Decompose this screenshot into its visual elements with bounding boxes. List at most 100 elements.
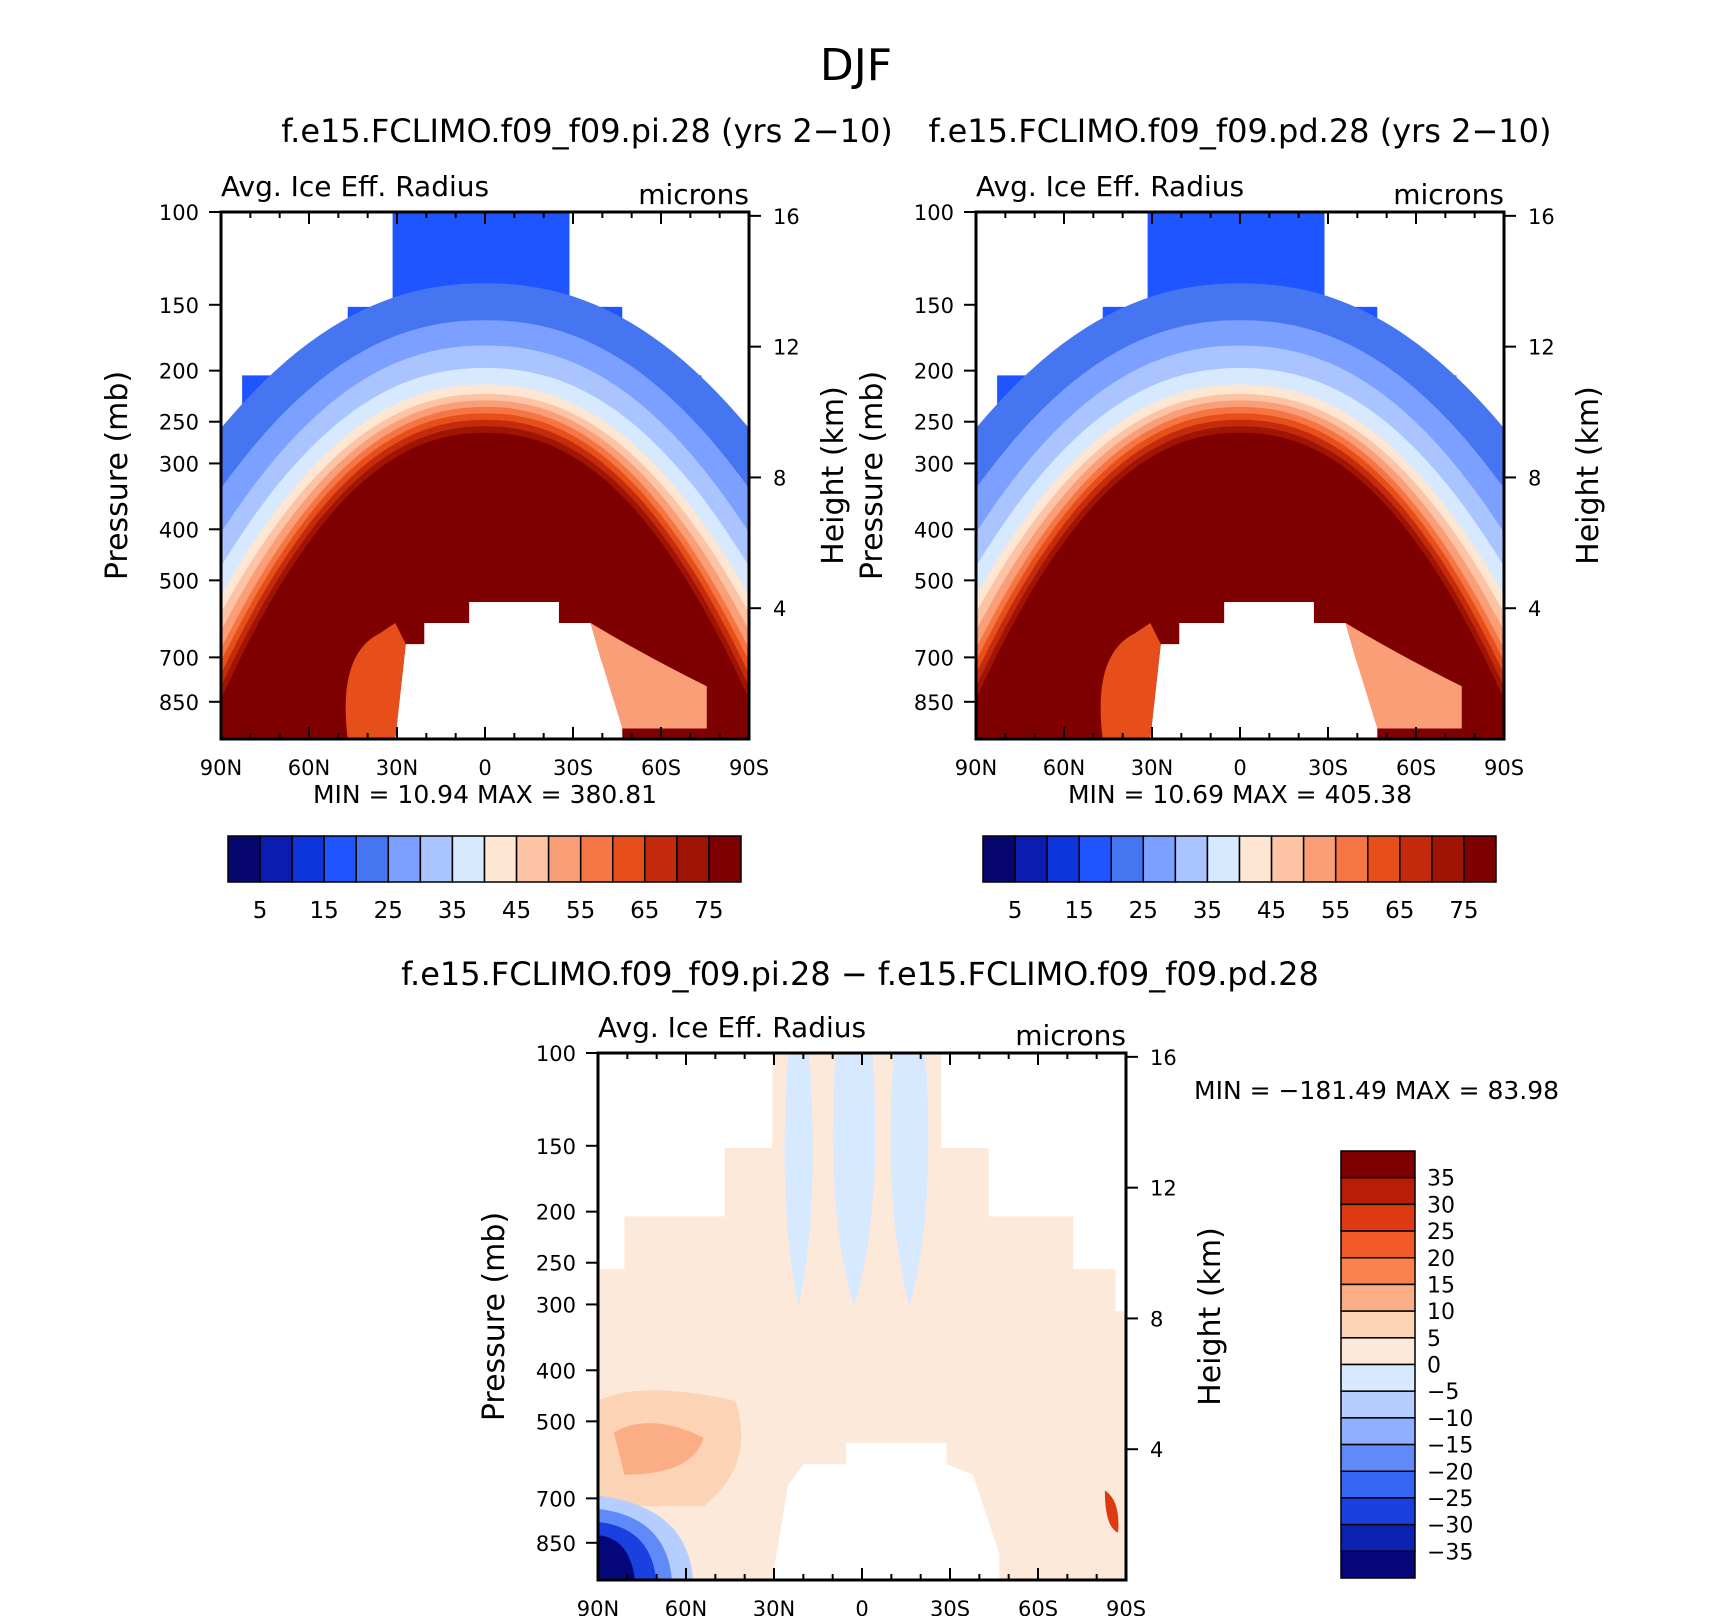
y-tick-label: 500 — [159, 569, 199, 593]
y-tick-label: 200 — [914, 360, 954, 384]
colorbar-label: 25 — [1427, 1220, 1455, 1245]
x-tick-label: 30N — [1131, 756, 1173, 780]
x-tick-label: 90S — [1106, 1597, 1146, 1616]
plot-frame — [596, 1051, 1128, 1582]
x-tick-label: 30S — [553, 756, 593, 780]
plot-field — [976, 212, 1504, 739]
colorbar-label: 35 — [438, 898, 467, 924]
y-axis-label: Pressure (mb) — [100, 371, 135, 580]
diff-sh-spot — [1104, 1490, 1119, 1533]
y-tick-label: 150 — [914, 294, 954, 318]
diff-blue-streak — [832, 1053, 876, 1306]
colorbar-label: 45 — [1257, 898, 1286, 924]
min-max-text: MIN = −181.49 MAX = 83.98 — [1194, 1076, 1559, 1105]
figure-title: DJF — [820, 40, 892, 91]
colorbar-label: 65 — [630, 898, 659, 924]
x-tick-label: 90S — [1484, 756, 1524, 780]
diff-warm-core — [613, 1423, 704, 1475]
y-tick-label: 100 — [159, 201, 199, 225]
colorbar-label: 30 — [1427, 1193, 1455, 1218]
y-tick-label: 400 — [914, 518, 954, 542]
colorbar-box — [1463, 835, 1497, 883]
colorbar-label: 10 — [1427, 1300, 1455, 1325]
panel-pd: f.e15.FCLIMO.f09_f09.pd.28 (yrs 2−10) Avg… — [855, 112, 1606, 924]
x-tick-label: 60N — [1043, 756, 1085, 780]
y-tick-label: 200 — [536, 1201, 576, 1225]
y2-axis-label: Height (km) — [816, 386, 851, 565]
x-tick-label: 60N — [665, 1597, 707, 1616]
x-tick-label: 90N — [577, 1597, 619, 1616]
colorbar-label: −5 — [1427, 1380, 1459, 1405]
x-tick-label: 60N — [288, 756, 330, 780]
colorbar-box — [1340, 1470, 1416, 1499]
colorbar-box — [259, 835, 293, 883]
colorbar-box — [579, 835, 614, 883]
y-tick-label: 700 — [914, 646, 954, 670]
y2-tick-label: 4 — [1528, 597, 1541, 621]
colorbar-box — [451, 835, 486, 883]
y-tick-label: 100 — [536, 1042, 576, 1066]
x-tick-label: 90N — [955, 756, 997, 780]
plot-field — [598, 1053, 1126, 1580]
y-tick-label: 500 — [914, 569, 954, 593]
colorbar-label: 5 — [1008, 898, 1023, 924]
colorbar-box — [291, 835, 325, 883]
y-tick-label: 250 — [536, 1252, 576, 1276]
colorbar-box — [1174, 835, 1209, 883]
surface-mask — [772, 1442, 1000, 1580]
colorbar-label: 15 — [310, 898, 339, 924]
colorbar-box — [1340, 1550, 1416, 1579]
colorbar-box — [387, 835, 422, 883]
colorbar-box — [323, 835, 357, 883]
y-tick-label: 500 — [536, 1410, 576, 1434]
x-tick-label: 0 — [1233, 756, 1246, 780]
colorbar-box — [355, 835, 390, 883]
colorbar-box — [227, 835, 261, 883]
y2-tick-label: 4 — [773, 597, 786, 621]
x-tick-label: 90S — [729, 756, 769, 780]
y-tick-label: 850 — [159, 691, 199, 715]
colorbar-label: 75 — [694, 898, 723, 924]
colorbar-label: 35 — [1427, 1167, 1455, 1192]
y-tick-label: 200 — [159, 360, 199, 384]
colorbar-box — [1340, 1363, 1416, 1392]
colorbar-box — [676, 835, 710, 883]
colorbar-label: 35 — [1193, 898, 1222, 924]
diff-blue-streak — [784, 1053, 813, 1306]
y-tick-label: 300 — [914, 452, 954, 476]
colorbar-box — [1340, 1417, 1416, 1446]
surface-fringe-sh — [590, 623, 707, 729]
right-string: microns — [1393, 178, 1504, 211]
plot-frame — [974, 210, 1506, 741]
y-tick-label: 300 — [536, 1293, 576, 1317]
colorbar-label: 65 — [1385, 898, 1414, 924]
colorbar-box — [1046, 835, 1080, 883]
y2-tick-label: 12 — [773, 336, 800, 360]
colorbar-label: 55 — [1321, 898, 1350, 924]
colorbar-box — [1340, 1310, 1416, 1339]
colorbar-label: 25 — [374, 898, 403, 924]
colorbar-box — [708, 835, 742, 883]
y2-tick-label: 12 — [1528, 336, 1555, 360]
y-tick-label: 850 — [536, 1532, 576, 1556]
y-axis-label: Pressure (mb) — [855, 371, 890, 580]
colorbar-label: −35 — [1427, 1540, 1473, 1565]
y2-tick-label: 16 — [1528, 205, 1555, 229]
colorbar-box — [419, 835, 454, 883]
colorbar-label: 15 — [1427, 1273, 1455, 1298]
y-tick-label: 400 — [159, 518, 199, 542]
x-tick-label: 30N — [376, 756, 418, 780]
colorbar-label: −15 — [1427, 1434, 1473, 1459]
surface-fringe-nh — [1100, 623, 1161, 739]
diff-cold-patch — [598, 1535, 635, 1580]
y-tick-label: 300 — [159, 452, 199, 476]
x-tick-label: 60S — [1018, 1597, 1058, 1616]
colorbar-box — [1206, 835, 1241, 883]
right-string: microns — [1015, 1019, 1126, 1052]
colorbar-box — [1270, 835, 1305, 883]
colorbar-box — [1340, 1390, 1416, 1419]
colorbar-label: −10 — [1427, 1407, 1473, 1432]
y2-tick-label: 16 — [773, 205, 800, 229]
colorbar-box — [1431, 835, 1465, 883]
